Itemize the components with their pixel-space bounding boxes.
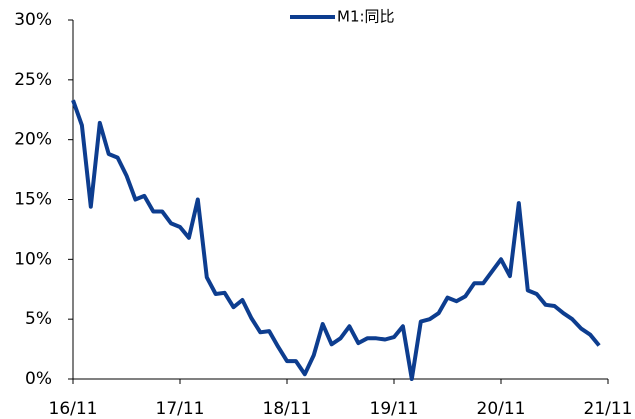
x-tick-label: 18/11 xyxy=(263,399,312,419)
data-line xyxy=(71,99,601,381)
y-tick-label: 30% xyxy=(14,10,52,30)
legend-label: M1:同比 xyxy=(337,8,395,26)
x-tick-label: 16/11 xyxy=(49,399,98,419)
x-tick-label: 17/11 xyxy=(156,399,205,419)
y-tick-label: 10% xyxy=(14,249,52,269)
y-tick-label: 5% xyxy=(25,309,52,329)
x-tick-label: 19/11 xyxy=(370,399,419,419)
y-tick-label: 15% xyxy=(14,190,52,210)
x-tick-label: 21/11 xyxy=(584,399,633,419)
x-tick-label: 20/11 xyxy=(477,399,526,419)
y-tick-label: 0% xyxy=(25,369,52,389)
y-tick-label: 20% xyxy=(14,130,52,150)
y-tick-label: 25% xyxy=(14,70,52,90)
